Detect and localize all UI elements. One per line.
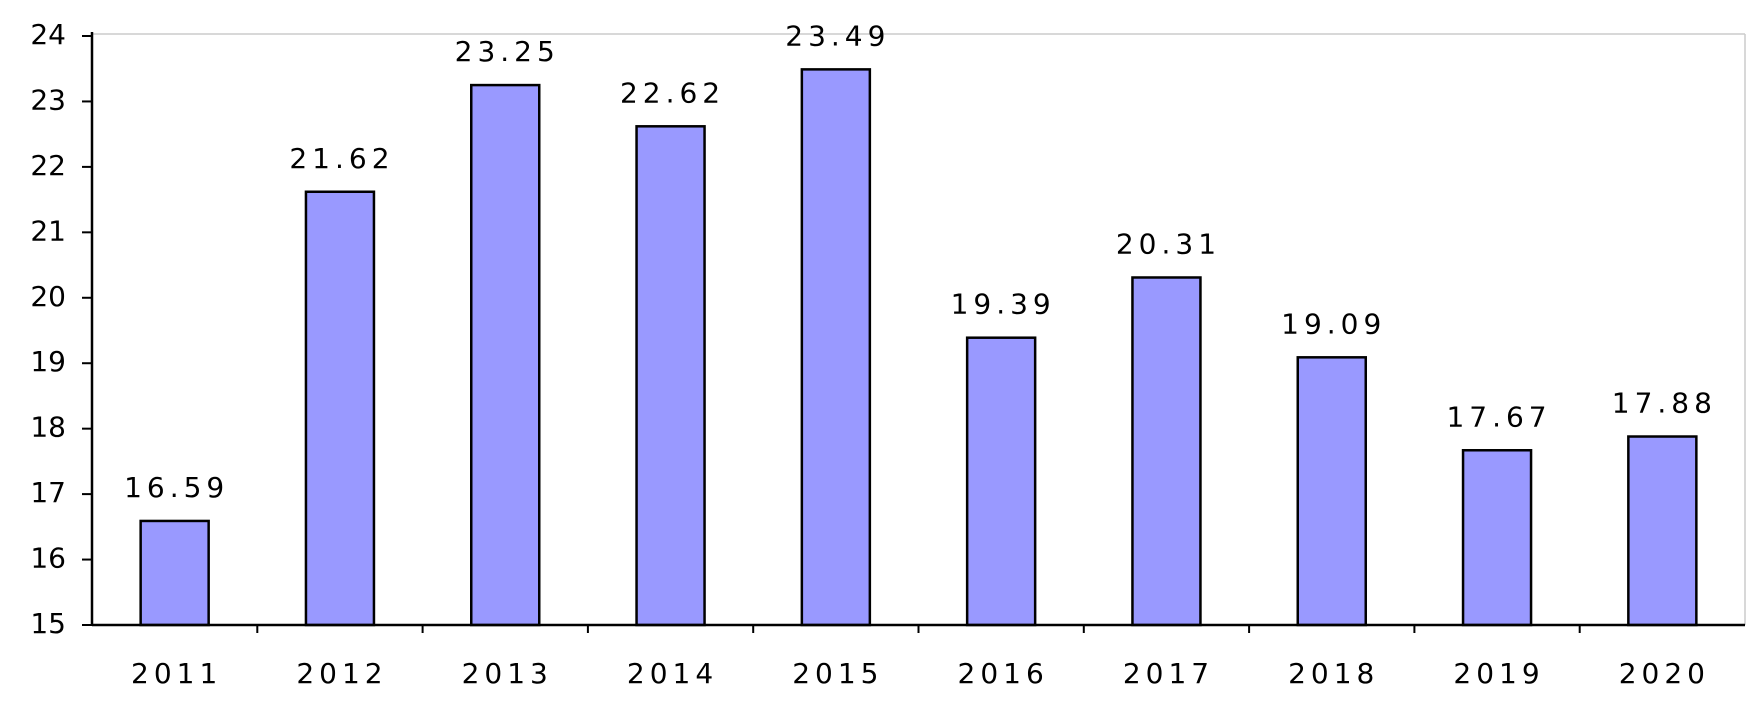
- y-tick-label: 17: [30, 476, 66, 509]
- value-label: 19.09: [1281, 307, 1386, 340]
- y-tick-label: 20: [30, 280, 66, 313]
- value-label: 21.62: [289, 142, 394, 175]
- y-tick-label: 21: [30, 214, 66, 247]
- x-tick-label: 2015: [792, 657, 883, 690]
- x-tick-label: 2016: [958, 657, 1049, 690]
- value-label: 16.59: [124, 471, 229, 504]
- bar: [1627, 435, 1698, 627]
- bar: [800, 68, 872, 627]
- bar: [965, 336, 1037, 627]
- x-tick-label: 2019: [1453, 657, 1544, 690]
- bar: [139, 519, 210, 627]
- y-tick-label: 22: [30, 149, 66, 182]
- value-label: 17.88: [1612, 387, 1717, 420]
- bar: [304, 190, 376, 627]
- x-tick-label: 2020: [1619, 657, 1710, 690]
- value-label: 23.25: [455, 35, 560, 68]
- bar: [470, 83, 541, 627]
- value-label: 17.67: [1446, 400, 1551, 433]
- bar: [635, 125, 706, 627]
- x-tick-label: 2011: [131, 657, 222, 690]
- bar: [1296, 356, 1367, 627]
- x-tick-label: 2014: [627, 657, 718, 690]
- y-tick-label: 16: [30, 542, 66, 575]
- y-tick-label: 24: [30, 18, 66, 51]
- y-tick-label: 23: [30, 83, 66, 116]
- x-tick-label: 2012: [296, 657, 387, 690]
- bar: [1461, 449, 1533, 627]
- value-label: 22.62: [620, 76, 725, 109]
- bar: [1131, 276, 1202, 627]
- x-tick-label: 2018: [1288, 657, 1379, 690]
- x-tick-label: 2013: [462, 657, 553, 690]
- value-label: 19.39: [951, 288, 1056, 321]
- value-label: 23.49: [785, 19, 890, 52]
- y-tick-label: 19: [30, 345, 66, 378]
- value-label: 20.31: [1116, 227, 1221, 260]
- y-tick-label: 15: [30, 607, 66, 640]
- y-tick-label: 18: [30, 411, 66, 444]
- x-tick-label: 2017: [1123, 657, 1214, 690]
